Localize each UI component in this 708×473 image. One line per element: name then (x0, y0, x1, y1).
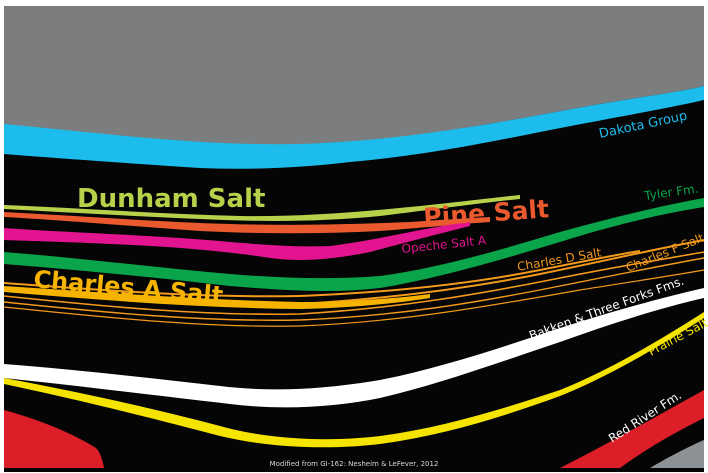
red-river-fm-layer (4, 410, 104, 468)
charles-a-salt-layer (4, 286, 430, 309)
dakota-group-layer (4, 86, 704, 169)
opeche-salt-a-layer (4, 222, 470, 260)
source-credit: Modified from GI-162: Nesheim & LeFever,… (270, 460, 439, 468)
pine-salt-layer (4, 212, 490, 234)
basement-area (650, 440, 704, 468)
dunham-salt-layer (4, 195, 520, 221)
charles-line-5 (3, 269, 705, 327)
label-dunham-salt: Dunham Salt (77, 184, 265, 214)
red-river-fm-layer-east (560, 390, 704, 468)
charles-line-4 (3, 257, 705, 321)
charles-d-salt-line (3, 250, 641, 298)
charles-line-3 (3, 251, 705, 316)
